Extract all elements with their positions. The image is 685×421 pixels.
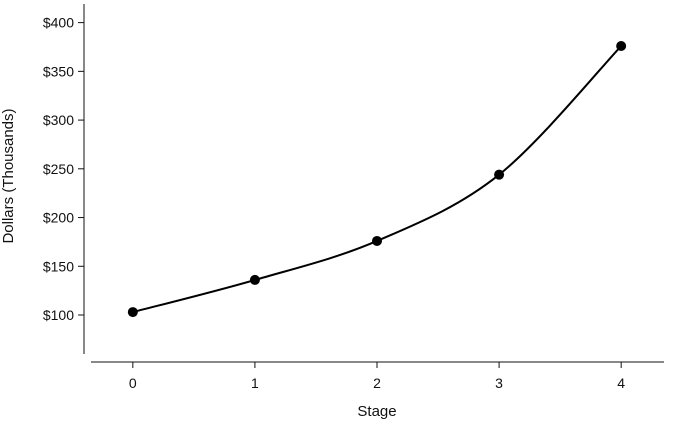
y-tick-label: $100: [43, 307, 74, 323]
data-point: [616, 41, 627, 52]
y-tick-label: $200: [43, 210, 74, 226]
y-tick-label: $250: [43, 161, 74, 177]
x-axis-ticks: 0 1 2 3 4: [129, 362, 625, 391]
x-tick-label: 0: [129, 375, 137, 391]
x-tick-label: 4: [617, 375, 625, 391]
x-axis-title: Stage: [357, 403, 396, 420]
y-tick-label: $350: [43, 63, 74, 79]
data-point: [127, 307, 138, 318]
x-tick-label: 2: [373, 375, 381, 391]
y-axis-title: Dollars (Thousands): [0, 108, 17, 243]
data-point: [249, 274, 260, 285]
data-point: [494, 169, 505, 180]
x-tick-label: 1: [251, 375, 259, 391]
data-points: [127, 41, 627, 318]
y-tick-label: $150: [43, 258, 74, 274]
series-line: [132, 45, 622, 314]
y-tick-label: $300: [43, 112, 74, 128]
y-tick-label: $400: [43, 15, 74, 31]
y-axis-ticks: $100 $150 $200 $250 $300 $350 $400: [43, 15, 84, 323]
data-point: [372, 235, 382, 246]
x-tick-label: 3: [495, 375, 503, 391]
